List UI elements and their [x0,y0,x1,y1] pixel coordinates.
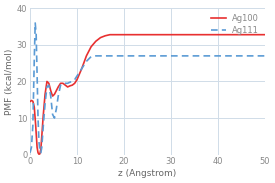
Legend: Ag100, Ag111: Ag100, Ag111 [209,12,261,36]
X-axis label: z (Angstrom): z (Angstrom) [118,169,177,178]
Y-axis label: PMF (kcal/mol): PMF (kcal/mol) [5,48,14,115]
